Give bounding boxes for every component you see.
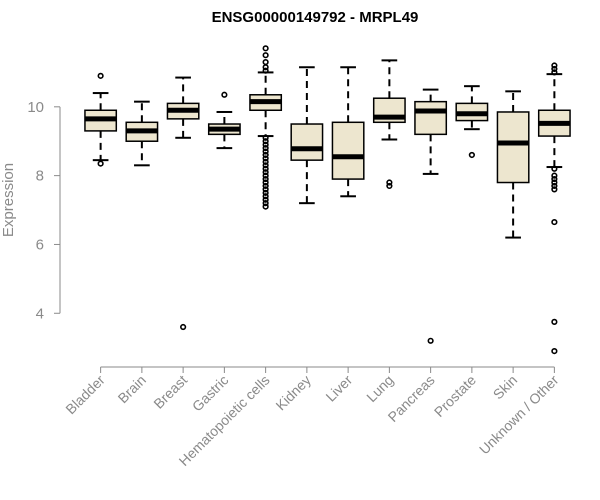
outlier-point bbox=[551, 172, 558, 179]
box-group bbox=[84, 72, 118, 167]
box-group bbox=[414, 88, 448, 344]
outlier-point bbox=[262, 189, 269, 196]
y-axis: 4 6 8 10 bbox=[27, 99, 61, 322]
outlier-point bbox=[551, 218, 558, 226]
box-group bbox=[372, 59, 406, 190]
outlier-point bbox=[262, 52, 269, 59]
outlier-point bbox=[262, 138, 269, 145]
box-iqr bbox=[496, 111, 530, 184]
outlier-point bbox=[97, 72, 104, 79]
outlier-point bbox=[262, 200, 269, 207]
outlier-point bbox=[262, 175, 269, 183]
x-tick-label: Lung bbox=[363, 372, 396, 405]
outlier-point bbox=[262, 134, 269, 141]
outlier-point bbox=[221, 91, 228, 98]
outlier-point bbox=[262, 45, 269, 52]
outlier-point bbox=[262, 196, 269, 203]
outlier-point bbox=[262, 193, 269, 200]
x-tick-label: Breast bbox=[150, 372, 190, 412]
outlier-point bbox=[386, 182, 393, 190]
x-tick-label: Liver bbox=[322, 372, 355, 405]
outlier-point bbox=[262, 58, 269, 66]
y-tick-label: 6 bbox=[36, 236, 44, 253]
outlier-point bbox=[262, 172, 269, 179]
y-tick-label: 8 bbox=[36, 168, 44, 185]
outlier-point bbox=[551, 62, 558, 69]
x-tick-label: Prostate bbox=[431, 372, 479, 420]
outlier-point bbox=[262, 203, 269, 210]
outlier-point bbox=[180, 323, 187, 331]
outlier-point bbox=[262, 155, 269, 162]
outlier-point bbox=[262, 169, 269, 176]
outlier-point bbox=[551, 175, 558, 183]
outlier-point bbox=[386, 179, 393, 186]
box-group bbox=[331, 66, 365, 198]
x-tick-label: Brain bbox=[115, 372, 149, 406]
box-group bbox=[125, 100, 159, 167]
box-group bbox=[455, 85, 489, 159]
outlier-point bbox=[262, 158, 269, 165]
outlier-point bbox=[262, 179, 269, 186]
outlier-point bbox=[551, 348, 558, 355]
outlier-point bbox=[551, 69, 558, 76]
chart-title: ENSG00000149792 - MRPL49 bbox=[212, 9, 419, 26]
outlier-point bbox=[551, 179, 558, 186]
outlier-point bbox=[262, 182, 269, 190]
box-group bbox=[207, 91, 241, 150]
y-tick-label: 10 bbox=[27, 99, 44, 116]
outlier-point bbox=[262, 141, 269, 148]
outlier-point bbox=[262, 151, 269, 159]
outlier-point bbox=[262, 67, 269, 74]
box-group bbox=[496, 90, 530, 239]
x-tick-label: Skin bbox=[490, 372, 521, 403]
box-iqr bbox=[331, 121, 365, 180]
box-group bbox=[166, 76, 200, 331]
box-group bbox=[290, 66, 324, 205]
outlier-point bbox=[551, 165, 558, 172]
y-axis-label: Expression bbox=[0, 163, 17, 237]
x-tick-label: Kidney bbox=[272, 372, 314, 414]
outlier-point bbox=[262, 145, 269, 152]
outlier-point bbox=[551, 186, 558, 193]
outlier-point bbox=[427, 337, 434, 344]
outlier-point bbox=[262, 162, 269, 169]
box-series bbox=[84, 45, 571, 355]
outlier-point bbox=[551, 182, 558, 190]
box-iqr bbox=[290, 123, 324, 161]
box-group bbox=[537, 62, 571, 355]
outlier-point bbox=[262, 64, 269, 71]
outlier-point bbox=[262, 148, 269, 155]
outlier-point bbox=[97, 160, 104, 167]
x-tick-label: Bladder bbox=[62, 372, 108, 418]
outlier-point bbox=[468, 151, 475, 159]
outlier-point bbox=[551, 318, 558, 325]
box-group bbox=[249, 45, 283, 210]
y-tick-label: 4 bbox=[36, 305, 44, 322]
outlier-point bbox=[262, 186, 269, 193]
outlier-point bbox=[551, 65, 558, 73]
outlier-point bbox=[262, 165, 269, 172]
box-iqr bbox=[414, 100, 448, 136]
